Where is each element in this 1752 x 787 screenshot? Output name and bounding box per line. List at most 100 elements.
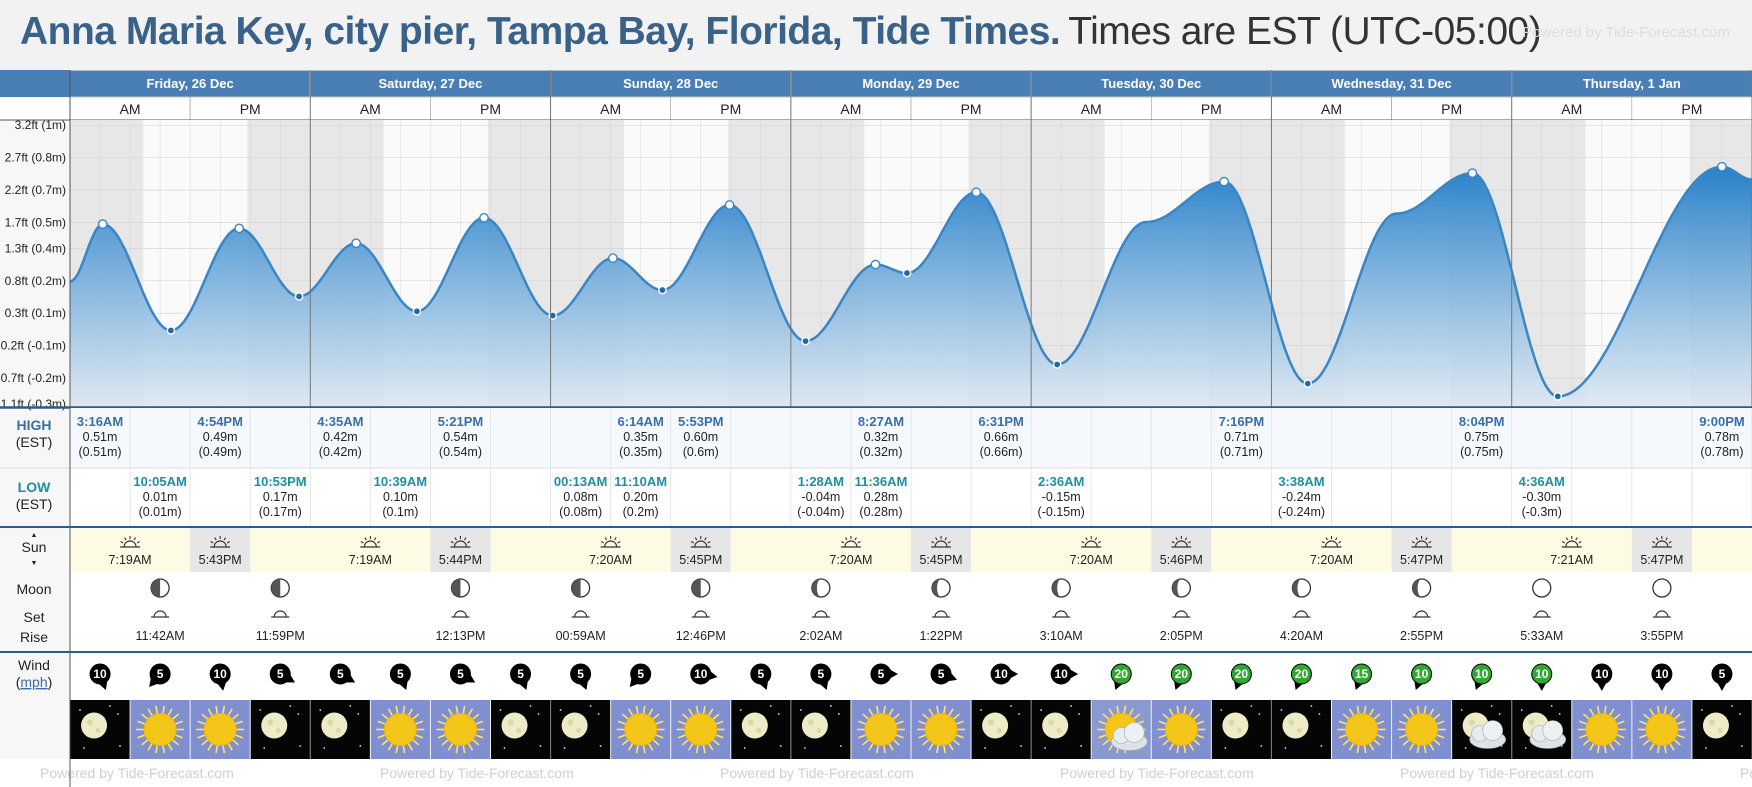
tide-time: 1:28AM (798, 474, 844, 489)
tide-time: 4:54PM (197, 414, 243, 429)
low-tide-point (1303, 379, 1313, 388)
wind-indicator: 5 (510, 663, 532, 690)
wind-speed: 5 (878, 667, 885, 681)
moonrise-icon (271, 610, 290, 618)
tide-height-paren: (-0.24m) (1278, 505, 1325, 519)
moonrise-icon (451, 610, 470, 618)
day-label: Wednesday, 31 Dec (1331, 76, 1451, 91)
tide-time: 9:00PM (1699, 414, 1745, 429)
wind-indicator: 20 (1110, 663, 1132, 690)
day-label: Monday, 29 Dec (862, 76, 959, 91)
wind-indicator: 10 (690, 663, 718, 685)
moon-phase-icon (450, 578, 471, 598)
tide-height-paren: (0.51m) (78, 445, 121, 459)
moon-phase-icon (1051, 578, 1071, 598)
sunrise-time: 7:19AM (109, 553, 152, 567)
moon-phase-icon (1171, 578, 1191, 598)
tide-height: -0.15m (1042, 490, 1081, 504)
wind-speed: 5 (277, 667, 284, 681)
day-header (1511, 70, 1752, 98)
high-tide-point (1219, 176, 1229, 187)
sun-icon (190, 700, 250, 759)
wind-indicator: 10 (209, 663, 231, 691)
tide-height: 0.10m (383, 490, 418, 504)
watermark-top: Powered by Tide-Forecast.com (1522, 24, 1730, 41)
wind-indicator: 10 (1471, 663, 1493, 690)
corner-cell (0, 70, 70, 97)
tide-height-paren: (0.6m) (683, 445, 719, 459)
moonrise-time: 1:22PM (919, 629, 962, 643)
sunrise-icon (1081, 536, 1102, 548)
low-tide-point (658, 285, 667, 295)
sun-row-label: Sun (22, 539, 47, 555)
ampm-label: AM (1561, 101, 1582, 117)
wind-speed: 5 (637, 667, 644, 681)
timezone-note: Times are EST (UTC-05:00) (1068, 10, 1542, 53)
moonrise-icon (811, 610, 830, 618)
tide-time: 5:21PM (438, 414, 484, 429)
moonset-time: 3:10AM (1040, 629, 1083, 643)
ampm-label: PM (1681, 101, 1702, 117)
sunrise-time: 7:20AM (829, 553, 872, 567)
sunset-time: 5:44PM (439, 553, 482, 567)
high-row-tz: (EST) (16, 434, 53, 450)
ampm-label: PM (480, 101, 501, 117)
moon-phase-icon (270, 578, 290, 598)
moon-rise-label: Rise (20, 629, 48, 645)
wind-indicator: 10 (1531, 663, 1553, 691)
wind-indicator: 5 (269, 663, 295, 685)
wind-speed: 5 (157, 667, 164, 681)
y-tick-label: 1.7ft (0.5m) (5, 215, 66, 229)
night-moon-icon (971, 700, 1031, 759)
wind-unit-link[interactable]: (mph) (16, 674, 53, 690)
sunset-icon (690, 536, 711, 548)
wind-indicator: 10 (89, 663, 111, 690)
tide-time: 4:36AM (1519, 474, 1565, 489)
wind-speed: 20 (1115, 667, 1129, 681)
tide-height-paren: (0.54m) (439, 445, 482, 459)
wind-speed: 10 (93, 667, 107, 681)
tide-height: -0.30m (1522, 490, 1561, 504)
moonrise-time: 11:42AM (136, 629, 185, 643)
high-row-label: HIGH (17, 417, 52, 433)
sunrise-time: 7:20AM (1310, 553, 1353, 567)
high-tide-point (971, 187, 982, 198)
ampm-label: PM (240, 101, 261, 117)
wind-indicator: 5 (449, 663, 476, 685)
tide-height: 0.60m (683, 430, 718, 444)
wind-indicator: 5 (1711, 663, 1733, 691)
sunset-icon (1411, 536, 1432, 548)
watermark-footer: Powered by Tide-Forecast.com (1060, 765, 1254, 781)
tide-height-paren: (0.42m) (319, 445, 362, 459)
watermark-footer: Powered by Tide-Forecast.com (1740, 765, 1752, 781)
moonrise-icon (1532, 610, 1551, 618)
ampm-label: PM (720, 101, 741, 117)
tide-height: 0.54m (443, 430, 478, 444)
moonrise-icon (151, 610, 170, 618)
tide-time: 3:16AM (77, 414, 123, 429)
night-moon-icon (791, 700, 851, 759)
sun-icon (1572, 700, 1632, 759)
tide-height-paren: (0.08m) (559, 505, 602, 519)
high-tide-point (724, 200, 735, 210)
moonrise-icon (1052, 610, 1071, 618)
tide-height-paren: (0.66m) (980, 445, 1023, 459)
sunrise-icon (360, 536, 381, 548)
wind-speed: 20 (1235, 667, 1249, 681)
tide-time: 7:16PM (1219, 414, 1265, 429)
wind-speed: 10 (1535, 667, 1549, 681)
ampm-label: AM (1081, 101, 1102, 117)
wind-indicator: 10 (1651, 663, 1673, 691)
wind-speed: 10 (1595, 667, 1609, 681)
moon-phase-icon (691, 578, 711, 598)
tide-time: 2:36AM (1038, 474, 1084, 489)
wind-indicator: 5 (149, 663, 171, 688)
sunset-time: 5:43PM (199, 553, 242, 567)
sun-icon (370, 700, 430, 759)
